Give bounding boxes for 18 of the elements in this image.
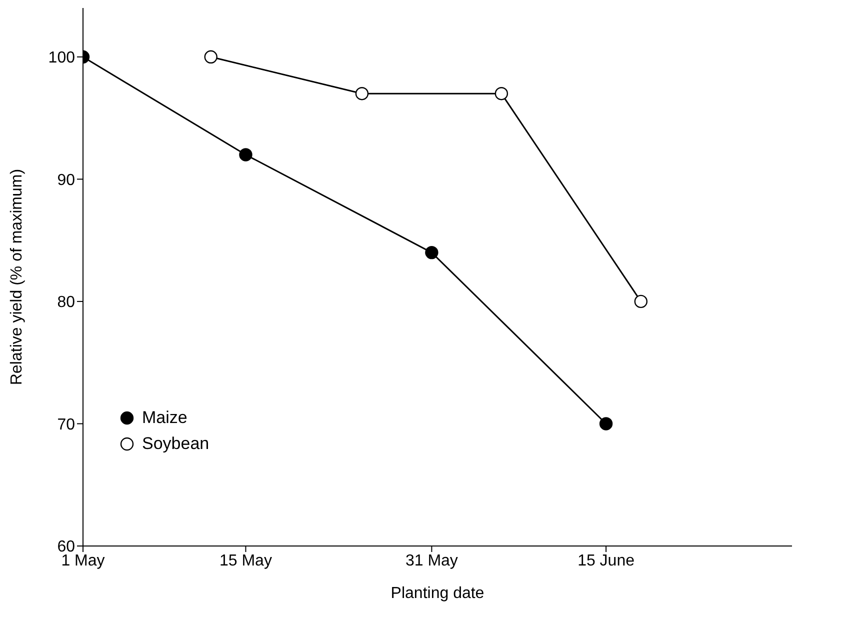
y-tick-label: 100 — [48, 50, 76, 67]
x-tick-label: 15 May — [219, 552, 272, 570]
y-axis-title: Relative yield (% of maximum) — [8, 168, 26, 386]
legend-label: Maize — [142, 408, 188, 428]
point — [204, 50, 218, 64]
legend-label: Soybean — [142, 434, 210, 454]
point — [494, 86, 508, 100]
x-axis-title: Planting date — [390, 585, 484, 602]
point — [239, 148, 252, 162]
y-tick-label: 90 — [57, 172, 76, 189]
y-tick-label: 80 — [57, 294, 76, 312]
y-tick-label: 70 — [57, 416, 76, 434]
x-tick-label: 31 May — [405, 552, 458, 570]
point — [599, 417, 613, 430]
point — [425, 246, 438, 260]
point — [634, 294, 648, 308]
x-tick-label: 15 June — [578, 552, 635, 570]
point — [355, 86, 369, 100]
